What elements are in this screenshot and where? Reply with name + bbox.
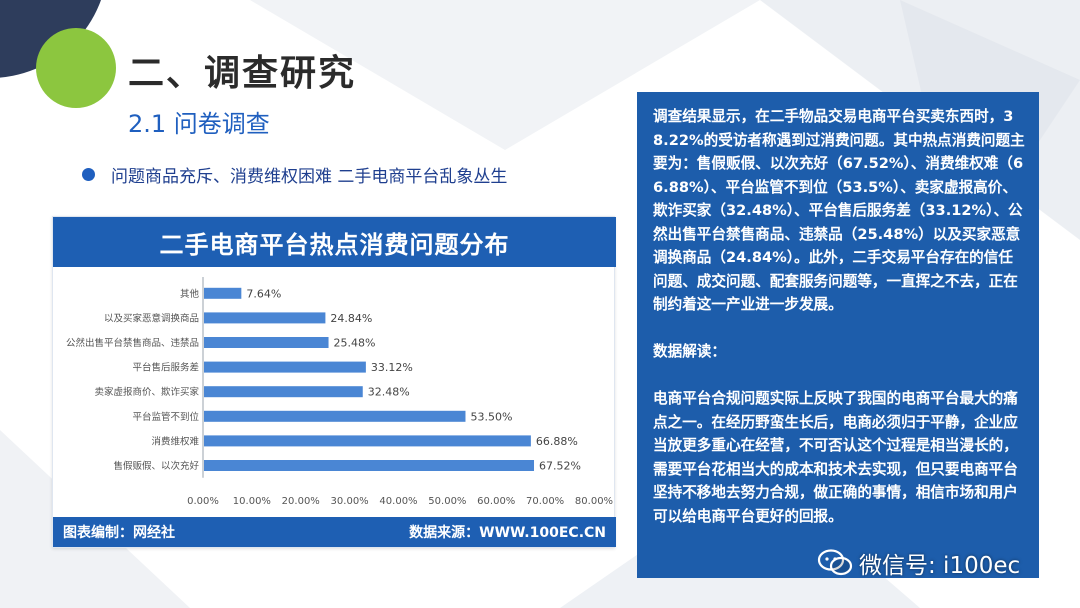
page-subtitle: 2.1 问卷调查 bbox=[128, 110, 270, 138]
x-tick-label: 20.00% bbox=[282, 496, 320, 507]
bar bbox=[204, 435, 531, 447]
x-tick-label: 50.00% bbox=[428, 496, 466, 507]
bullet-text: 问题商品充斥、消费维权困难 二手电商平台乱象丛生 bbox=[111, 167, 508, 187]
category-label: 平台售后服务差 bbox=[132, 362, 199, 374]
info-paragraph-1: 调查结果显示，在二手物品交易电商平台买卖东西时，38.22%的受访者称遇到过消费… bbox=[653, 108, 1025, 313]
data-label: 32.48% bbox=[368, 386, 410, 399]
info-panel: 调查结果显示，在二手物品交易电商平台买卖东西时，38.22%的受访者称遇到过消费… bbox=[637, 92, 1039, 578]
watermark-text: 微信号: i100ec bbox=[859, 553, 1021, 579]
data-label: 33.12% bbox=[371, 361, 413, 374]
x-tick-label: 80.00% bbox=[575, 496, 613, 507]
bar bbox=[204, 410, 466, 422]
x-tick-label: 10.00% bbox=[233, 496, 271, 507]
bg-triangle-top bbox=[250, 0, 760, 150]
category-label: 消费维权难 bbox=[151, 435, 199, 447]
data-label: 67.52% bbox=[539, 460, 581, 473]
chart-source: 数据来源：WWW.100EC.CN bbox=[409, 525, 606, 541]
data-label: 53.50% bbox=[470, 410, 512, 423]
category-label: 公然出售平台禁售商品、违禁品 bbox=[66, 337, 199, 349]
page-title: 二、调查研究 bbox=[128, 53, 357, 94]
bar bbox=[204, 361, 366, 373]
info-heading: 数据解读： bbox=[653, 343, 726, 360]
x-tick-label: 0.00% bbox=[187, 496, 219, 507]
category-label: 其他 bbox=[180, 288, 200, 300]
x-tick-label: 30.00% bbox=[331, 496, 369, 507]
x-tick-label: 70.00% bbox=[526, 496, 564, 507]
data-label: 25.48% bbox=[334, 337, 376, 350]
chart-card: 二手电商平台热点消费问题分布 其他 7.64% 以及买家恶意调换商品 24.84% 公然… bbox=[52, 216, 616, 548]
chart-header: 二手电商平台热点消费问题分布 bbox=[53, 217, 616, 267]
category-label: 售假贩假、以次充好 bbox=[113, 460, 199, 472]
bar bbox=[204, 460, 535, 471]
wechat-icon bbox=[817, 549, 853, 576]
bar bbox=[204, 287, 242, 299]
bullet-dot-icon bbox=[82, 168, 95, 181]
info-paragraph-2: 电商平台合规问题实际上反映了我国的电商平台最大的痛点之一。在经历野蛮生长后，电商… bbox=[653, 390, 1018, 525]
category-label: 卖家虚报商价、欺诈买家 bbox=[94, 386, 199, 398]
data-label: 7.64% bbox=[246, 287, 281, 300]
bar bbox=[204, 337, 329, 348]
bar bbox=[204, 312, 326, 324]
chart-title: 二手电商平台热点消费问题分布 bbox=[159, 230, 510, 259]
data-label: 24.84% bbox=[330, 312, 372, 325]
x-tick-label: 40.00% bbox=[379, 496, 417, 507]
bullet-row: 问题商品充斥、消费维权困难 二手电商平台乱象丛生 bbox=[82, 162, 507, 187]
chart-credit: 图表编制：网经社 bbox=[63, 525, 175, 541]
x-tick-label: 60.00% bbox=[477, 496, 515, 507]
bar-chart: 其他 7.64% 以及买家恶意调换商品 24.84% 公然出售平台禁售商品、违禁品 25.… bbox=[66, 277, 613, 507]
chart-footer: 图表编制：网经社 数据来源：WWW.100EC.CN bbox=[53, 517, 616, 547]
category-label: 平台监管不到位 bbox=[132, 411, 199, 423]
green-circle bbox=[36, 28, 116, 108]
data-label: 66.88% bbox=[536, 435, 578, 448]
category-label: 以及买家恶意调换商品 bbox=[104, 312, 199, 324]
bar bbox=[204, 386, 363, 398]
wechat-watermark: 微信号: i100ec bbox=[817, 546, 1020, 580]
